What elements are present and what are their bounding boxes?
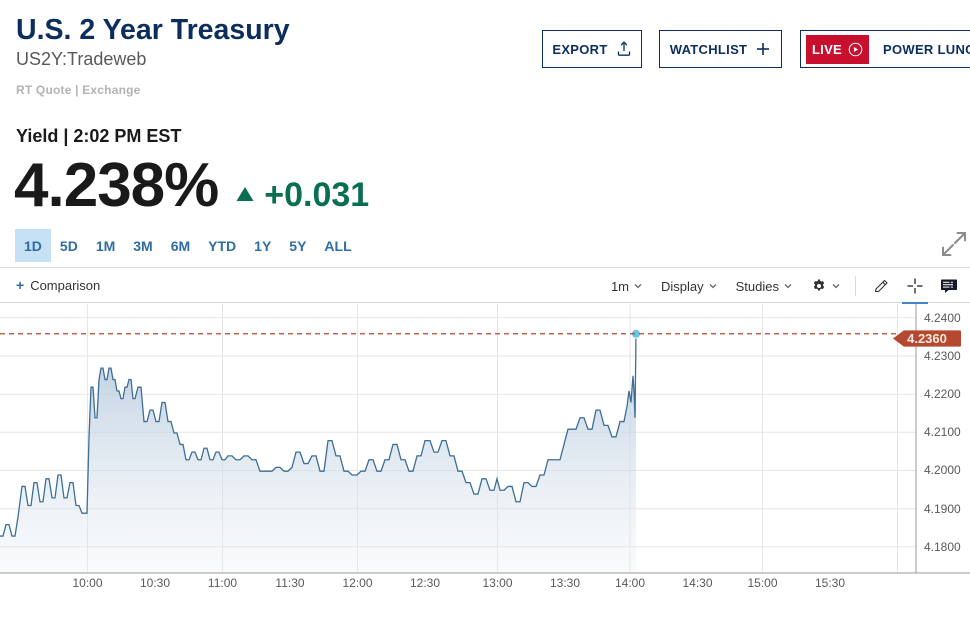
svg-text:4.1900: 4.1900 <box>924 502 961 516</box>
svg-text:4.2300: 4.2300 <box>924 349 961 363</box>
svg-text:13:30: 13:30 <box>550 576 580 590</box>
svg-text:15:00: 15:00 <box>747 576 777 590</box>
svg-text:4.2100: 4.2100 <box>924 425 961 439</box>
svg-text:14:30: 14:30 <box>682 576 712 590</box>
svg-text:4.2400: 4.2400 <box>924 311 961 325</box>
svg-text:14:00: 14:00 <box>615 576 645 590</box>
svg-text:4.2000: 4.2000 <box>924 463 961 477</box>
svg-text:10:30: 10:30 <box>140 576 170 590</box>
svg-text:11:30: 11:30 <box>275 576 304 590</box>
svg-text:12:30: 12:30 <box>410 576 440 590</box>
svg-text:4.1800: 4.1800 <box>924 540 961 554</box>
svg-text:4.2200: 4.2200 <box>924 387 961 401</box>
svg-text:15:30: 15:30 <box>815 576 845 590</box>
svg-text:10:00: 10:00 <box>72 576 102 590</box>
svg-text:12:00: 12:00 <box>342 576 372 590</box>
svg-text:13:00: 13:00 <box>482 576 512 590</box>
svg-text:11:00: 11:00 <box>208 576 237 590</box>
